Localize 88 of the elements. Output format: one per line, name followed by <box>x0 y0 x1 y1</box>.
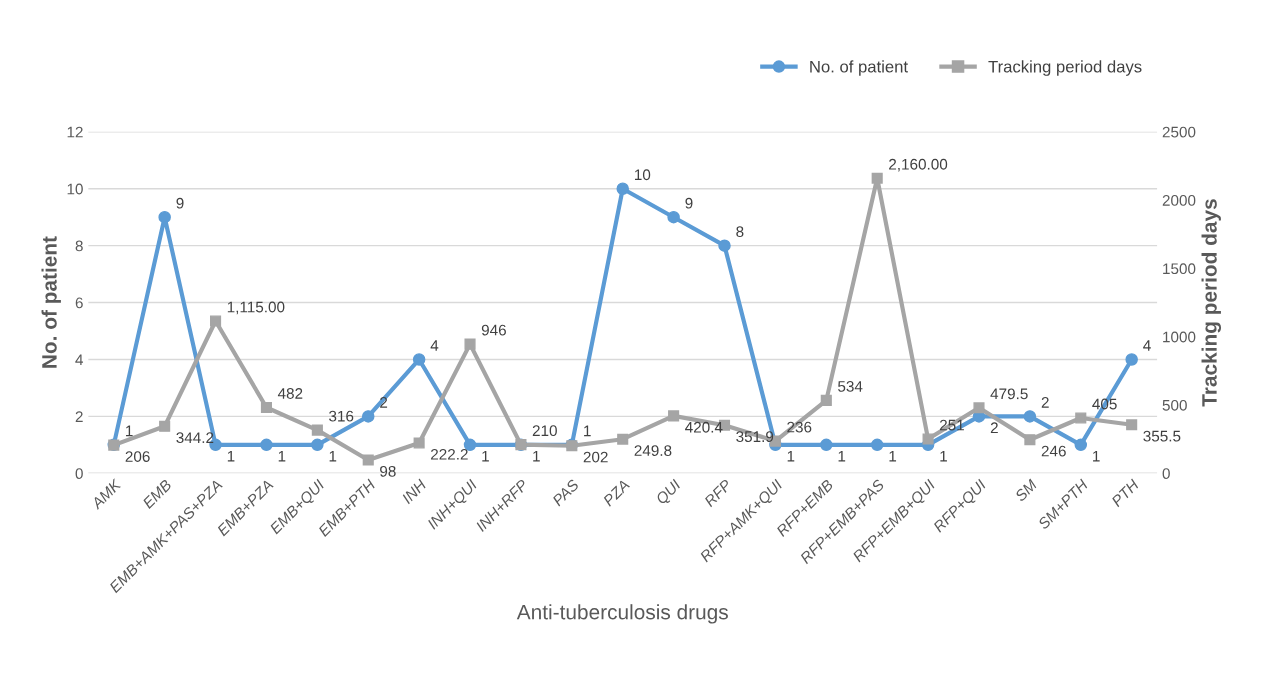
point <box>311 438 324 452</box>
data-label: 946 <box>481 324 506 336</box>
legend-label: Tracking period days <box>988 60 1142 76</box>
y2-tick-label: 500 <box>1162 399 1187 411</box>
point <box>413 437 425 449</box>
data-label: 1 <box>126 425 133 437</box>
point <box>617 433 629 445</box>
point <box>718 239 731 252</box>
data-label: 482 <box>277 388 303 399</box>
data-label: 534 <box>838 380 863 392</box>
data-label: 202 <box>583 451 608 463</box>
data-label: 351.9 <box>736 431 774 443</box>
y-tick-label: 0 <box>75 468 83 480</box>
y-tick-label: 12 <box>67 126 83 138</box>
x-axis-title: Anti-tuberculosis drugs <box>516 604 728 624</box>
point <box>820 394 832 406</box>
point <box>616 182 629 195</box>
data-label: 355.5 <box>1143 430 1181 442</box>
point <box>260 401 273 414</box>
y2-tick-label: 1500 <box>1163 263 1196 275</box>
data-label: 246 <box>1041 445 1066 457</box>
data-label: 251 <box>939 419 964 431</box>
point <box>820 438 833 452</box>
point <box>260 438 273 452</box>
data-label: 4 <box>430 340 439 351</box>
point <box>361 410 375 423</box>
point <box>1074 438 1088 452</box>
data-label: 206 <box>125 451 150 462</box>
point <box>922 433 934 445</box>
y-tick-label: 8 <box>75 240 83 252</box>
data-label: 1 <box>482 450 489 462</box>
point <box>158 210 171 224</box>
point <box>210 315 222 327</box>
point <box>1075 412 1087 424</box>
y2-tick-label: 2500 <box>1162 126 1196 138</box>
y2-axis-title: Tracking period days <box>1201 199 1222 407</box>
point <box>412 353 426 366</box>
data-label: 2,160.00 <box>889 158 948 172</box>
data-label: 236 <box>787 421 812 433</box>
data-label: 1 <box>533 450 540 462</box>
y2-tick-label: 2000 <box>1162 194 1196 206</box>
data-label: 1 <box>940 450 947 462</box>
point <box>311 424 323 436</box>
data-label: 1,115.00 <box>227 301 285 315</box>
data-label: 1 <box>329 450 337 462</box>
data-label: 479.5 <box>990 388 1028 400</box>
y-tick-label: 6 <box>75 297 83 309</box>
point <box>1023 410 1037 423</box>
point <box>973 402 985 414</box>
point <box>159 420 171 432</box>
y-axis-title: No. of patient <box>41 236 61 368</box>
data-label: 1 <box>278 450 286 462</box>
data-label: 1 <box>1093 450 1100 462</box>
point <box>464 338 476 350</box>
y-tick-label: 10 <box>67 183 83 195</box>
point <box>871 172 883 184</box>
y2-tick-label: 1000 <box>1163 331 1196 343</box>
data-label: 1 <box>889 450 897 462</box>
data-label: 10 <box>635 169 651 181</box>
y-tick-label: 4 <box>75 354 84 366</box>
x-tick-label: QUI <box>655 478 684 507</box>
y2-tick-label: 0 <box>1162 468 1170 480</box>
data-label: 1 <box>227 450 235 462</box>
point <box>668 410 680 422</box>
data-label: 1 <box>584 425 591 437</box>
point <box>362 454 374 466</box>
data-label: 4 <box>1143 340 1151 351</box>
point <box>1125 353 1138 366</box>
data-label: 222.2 <box>431 448 468 460</box>
point <box>1024 434 1036 446</box>
point <box>667 210 680 224</box>
data-label: 98 <box>380 465 396 477</box>
data-label: 8 <box>736 226 744 238</box>
data-label: 316 <box>329 410 354 422</box>
y-tick-label: 2 <box>75 411 83 422</box>
data-label: 420.4 <box>685 421 723 433</box>
point <box>870 438 884 452</box>
data-label: 2 <box>990 422 998 434</box>
data-label: 9 <box>685 197 693 209</box>
data-label: 210 <box>532 425 557 437</box>
data-label: 1 <box>787 450 795 462</box>
legend-label: No. of patient <box>810 60 908 76</box>
data-label: 9 <box>176 197 184 209</box>
point <box>1126 419 1138 431</box>
data-label: 249.8 <box>634 445 672 456</box>
x-tick-label: SM <box>1014 478 1038 503</box>
data-label: 2 <box>1041 397 1049 408</box>
data-label: 1 <box>838 450 846 462</box>
